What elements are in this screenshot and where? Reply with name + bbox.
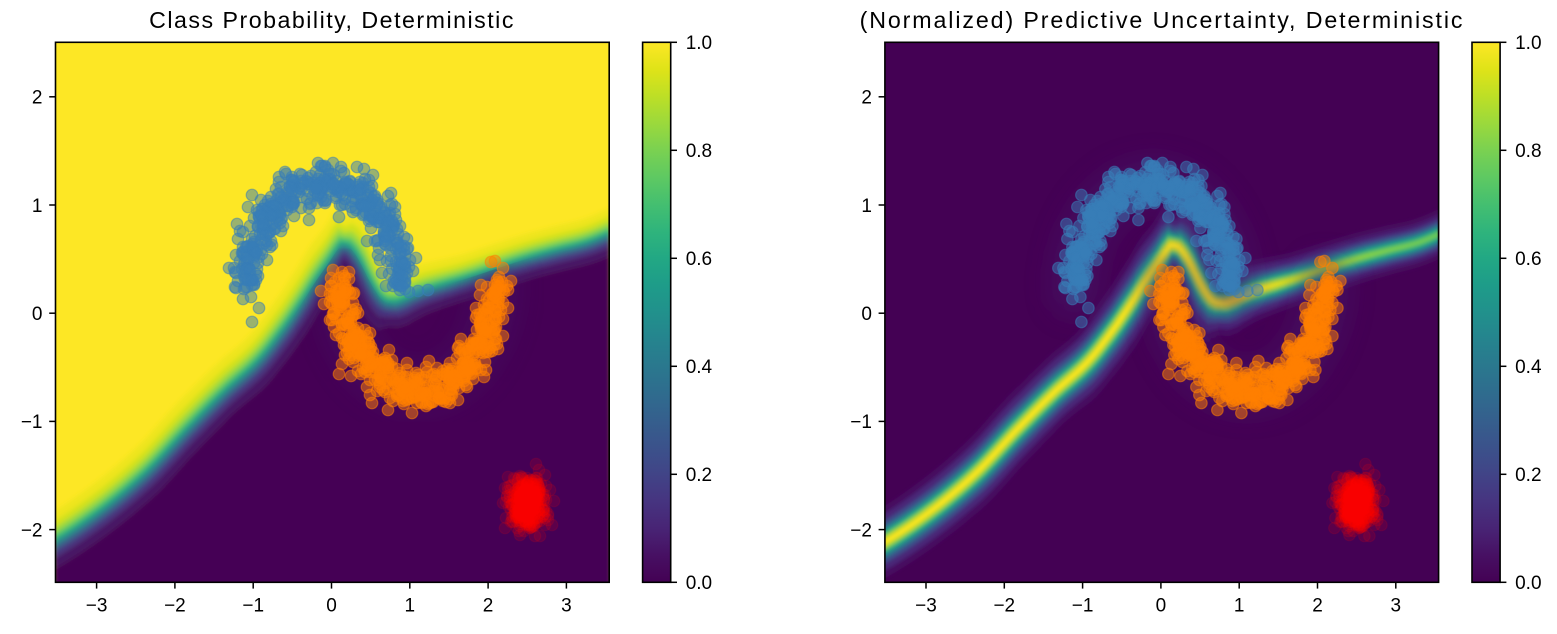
svg-text:0.0: 0.0: [1515, 573, 1541, 594]
svg-text:0: 0: [1156, 596, 1167, 617]
svg-text:0.8: 0.8: [1515, 141, 1541, 162]
svg-text:−1: −1: [1072, 596, 1094, 617]
svg-text:−2: −2: [164, 596, 186, 617]
svg-text:0.6: 0.6: [686, 249, 712, 270]
svg-text:0: 0: [32, 304, 43, 325]
svg-text:0: 0: [861, 304, 872, 325]
svg-text:−1: −1: [242, 596, 264, 617]
svg-text:−3: −3: [86, 596, 108, 617]
svg-text:2: 2: [32, 88, 43, 109]
svg-text:1.0: 1.0: [1515, 33, 1541, 54]
svg-text:0.2: 0.2: [686, 465, 712, 486]
svg-text:2: 2: [483, 596, 494, 617]
svg-text:3: 3: [1391, 596, 1402, 617]
svg-text:2: 2: [1312, 596, 1323, 617]
svg-text:3: 3: [561, 596, 572, 617]
svg-text:−2: −2: [993, 596, 1015, 617]
svg-text:−1: −1: [850, 412, 872, 433]
svg-text:−2: −2: [850, 520, 872, 541]
svg-text:0.8: 0.8: [686, 141, 712, 162]
svg-text:1.0: 1.0: [686, 33, 712, 54]
svg-text:−1: −1: [21, 412, 43, 433]
svg-text:Class Probability, Determinist: Class Probability, Deterministic: [149, 7, 515, 33]
svg-text:0.6: 0.6: [1515, 249, 1541, 270]
svg-text:0.4: 0.4: [1515, 357, 1542, 378]
svg-text:1: 1: [861, 196, 872, 217]
svg-text:2: 2: [861, 88, 872, 109]
svg-text:−3: −3: [915, 596, 937, 617]
svg-text:−2: −2: [21, 520, 43, 541]
svg-text:1: 1: [32, 196, 43, 217]
svg-text:(Normalized) Predictive Uncert: (Normalized) Predictive Uncertainty, Det…: [860, 7, 1465, 33]
svg-text:0.4: 0.4: [686, 357, 713, 378]
svg-text:1: 1: [1234, 596, 1245, 617]
svg-text:0: 0: [326, 596, 337, 617]
svg-text:0.0: 0.0: [686, 573, 712, 594]
svg-text:1: 1: [405, 596, 416, 617]
svg-text:0.2: 0.2: [1515, 465, 1541, 486]
